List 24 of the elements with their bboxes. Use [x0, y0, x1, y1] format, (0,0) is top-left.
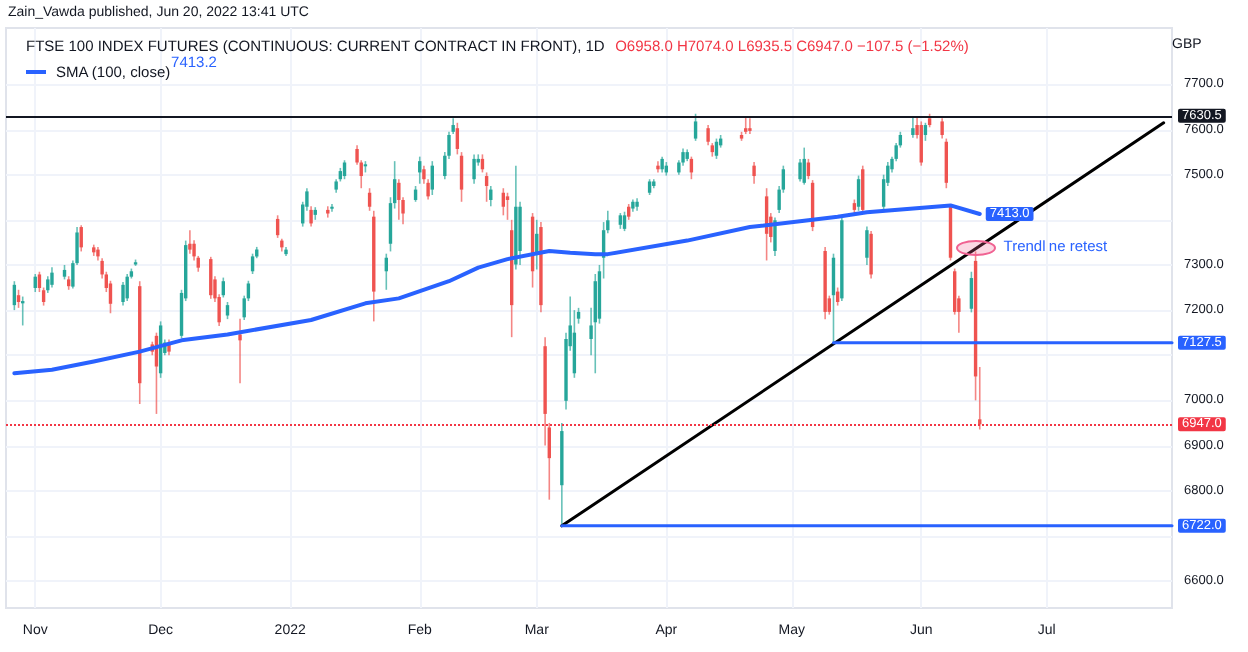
- candlestick: [121, 281, 125, 307]
- candlestick: [752, 161, 756, 185]
- candlestick: [397, 178, 401, 221]
- candlestick: [940, 117, 944, 140]
- candlestick: [869, 230, 873, 280]
- candlestick: [505, 191, 510, 221]
- line-series: [12, 203, 982, 376]
- candlestick: [773, 216, 777, 257]
- candlestick: [744, 115, 748, 135]
- candlestick: [108, 279, 113, 315]
- candlestick: [622, 210, 627, 232]
- candlestick: [472, 153, 476, 185]
- candlestick: [16, 288, 21, 309]
- candlestick: [693, 112, 698, 142]
- candlestick: [50, 266, 54, 289]
- candlestick: [798, 158, 802, 183]
- candlestick: [919, 120, 923, 167]
- candlestick: [238, 317, 242, 385]
- candlestick: [309, 205, 313, 228]
- candlestick: [748, 117, 752, 135]
- candlestick: [125, 273, 129, 302]
- candlestick: [865, 225, 869, 266]
- candlestick: [911, 115, 915, 139]
- candlestick: [188, 229, 192, 255]
